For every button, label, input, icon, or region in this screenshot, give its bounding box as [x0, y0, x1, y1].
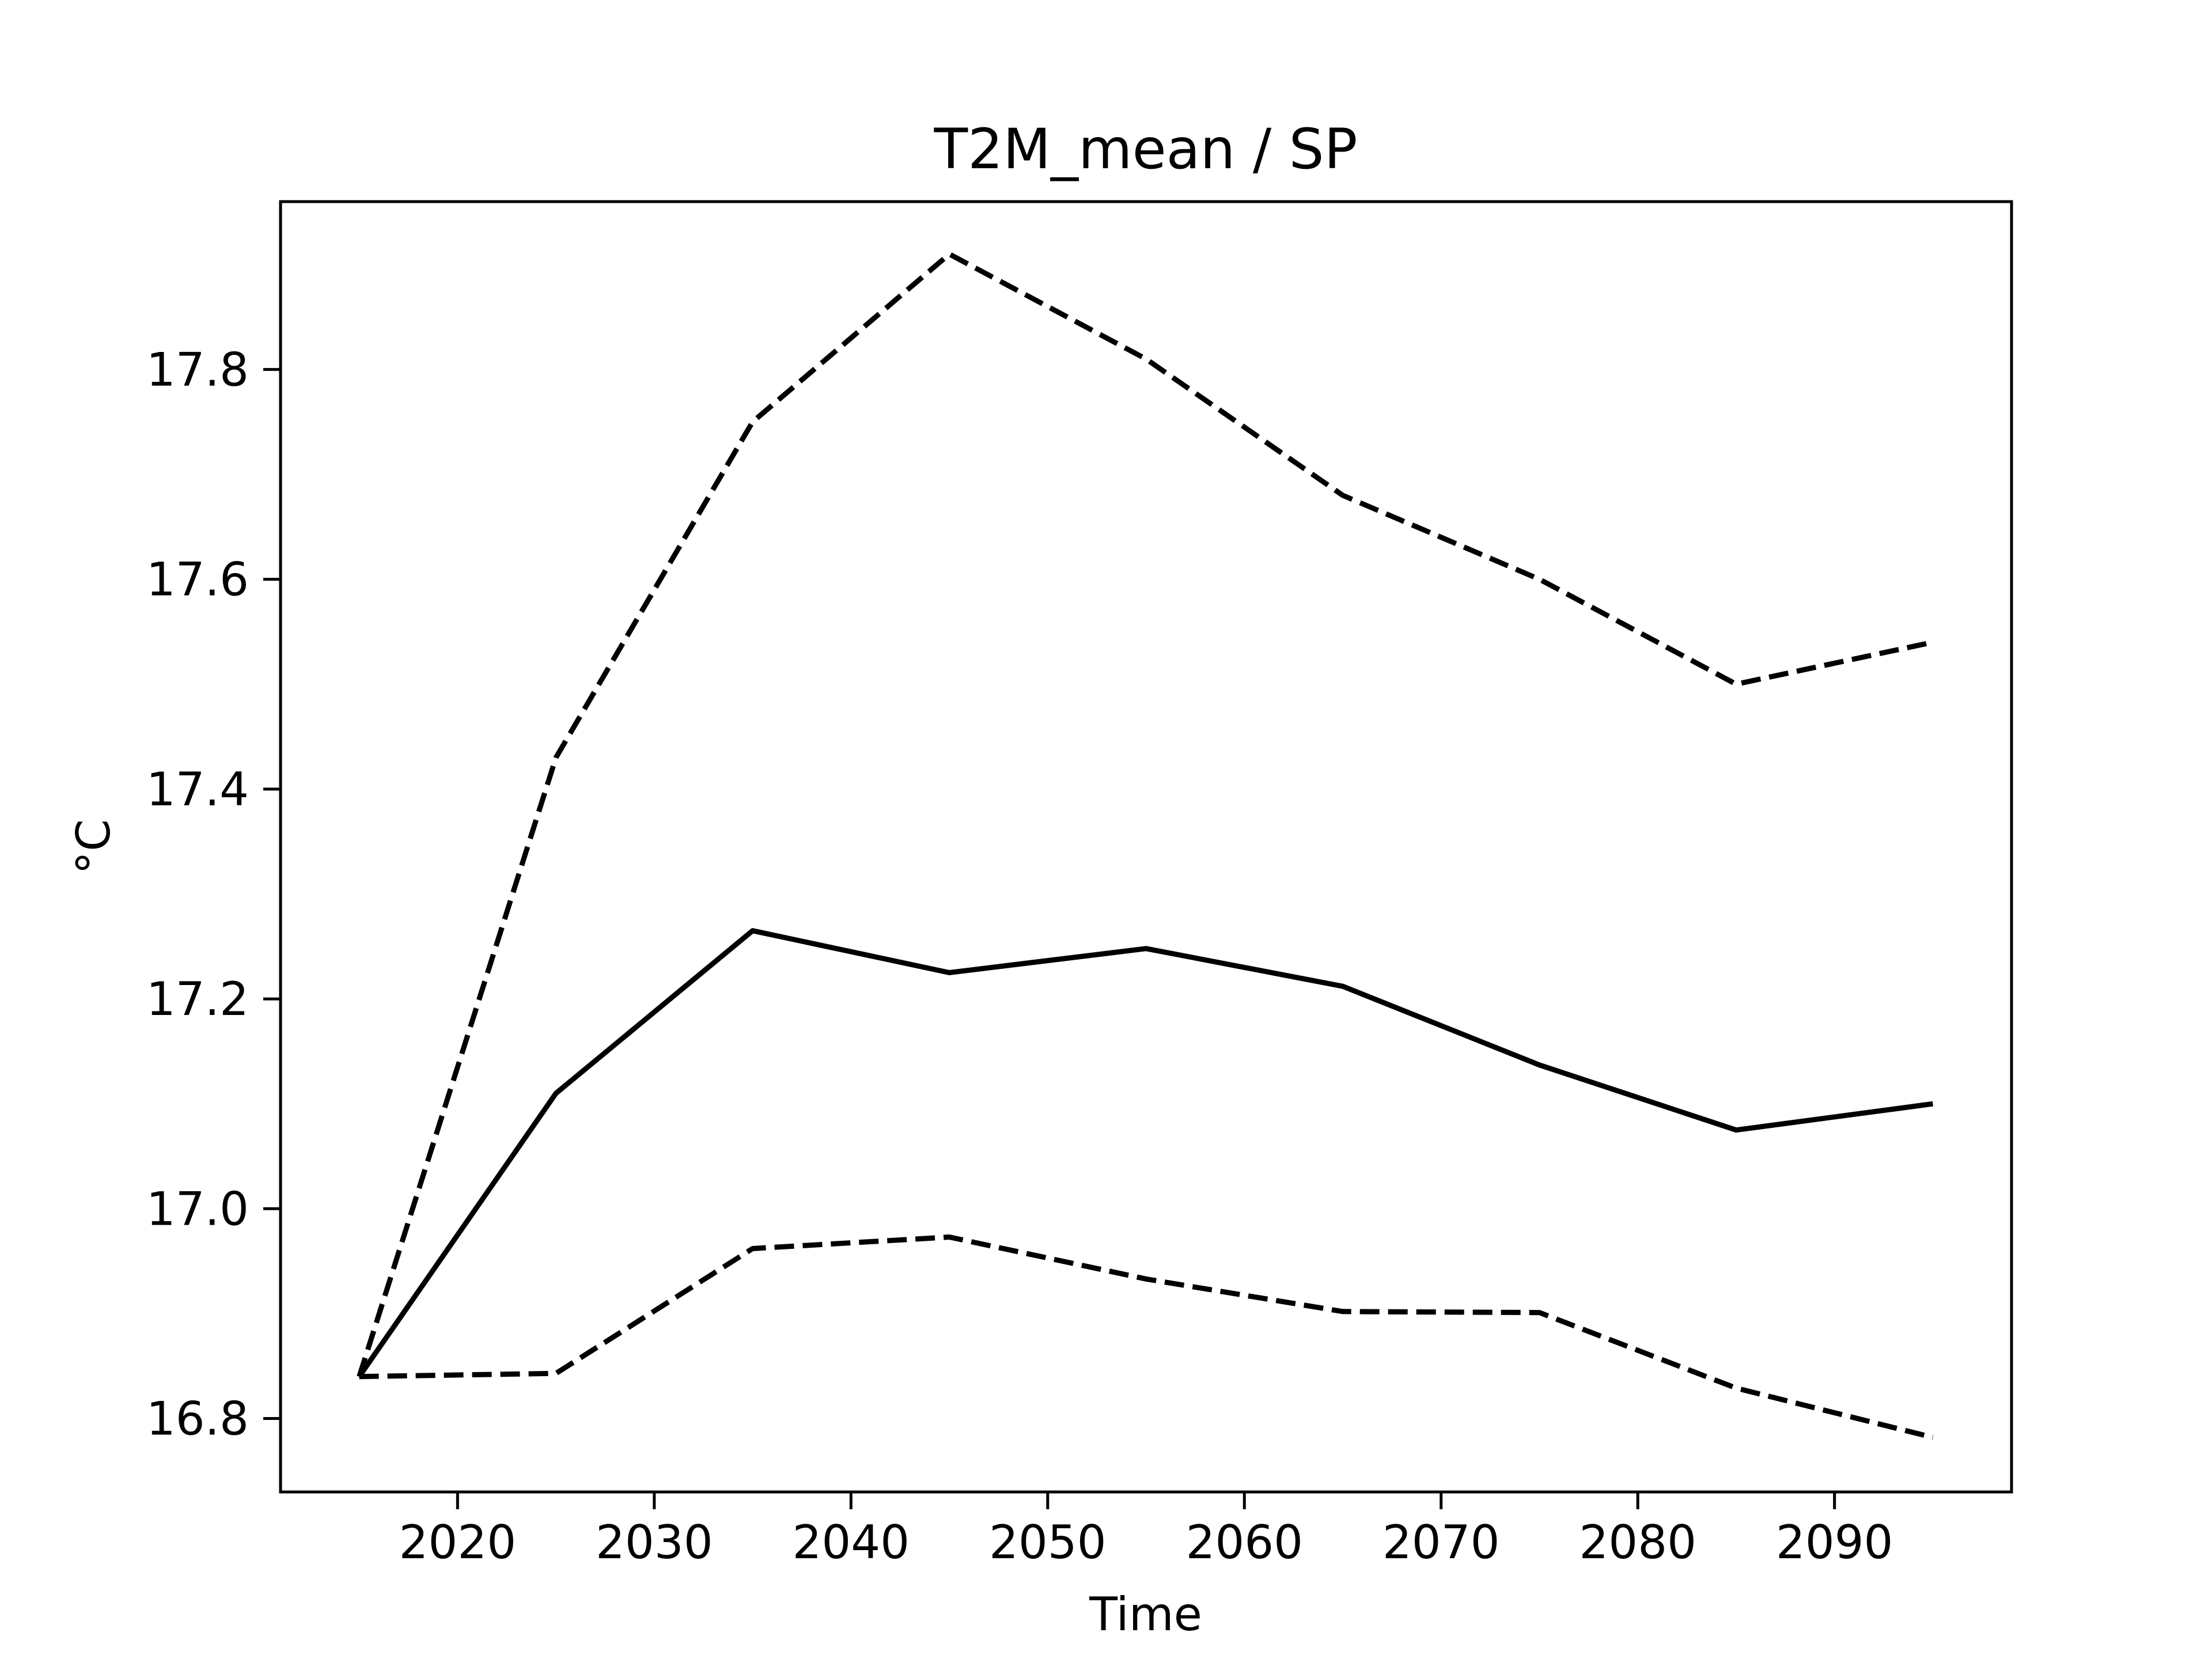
- x-tick-label: 2030: [596, 1516, 713, 1569]
- x-tick-label: 2070: [1382, 1516, 1500, 1569]
- plot-lines: [357, 251, 1934, 1440]
- x-tick-label: 2020: [399, 1516, 517, 1569]
- x-tick-label: 2090: [1776, 1516, 1893, 1569]
- y-tick-label: 17.6: [146, 553, 249, 607]
- series-line-bound-1: [357, 251, 1934, 1378]
- y-axis-label: °C: [67, 819, 120, 874]
- y-tick-label: 17.4: [146, 763, 249, 816]
- y-tick-label: 16.8: [146, 1392, 249, 1446]
- x-tick-label: 2080: [1579, 1516, 1696, 1569]
- y-axis: 16.8 17.0 17.2 17.4 17.6 17.8: [146, 343, 281, 1446]
- y-tick-label: 17.0: [146, 1182, 249, 1236]
- x-tick-label: 2040: [792, 1516, 910, 1569]
- plot-frame: [279, 200, 2013, 1494]
- series-line-bound-2: [359, 1234, 1934, 1440]
- x-tick-label: 2050: [989, 1516, 1107, 1569]
- y-tick-label: 17.2: [146, 972, 249, 1026]
- series-line-mean: [357, 928, 1933, 1378]
- chart-title: T2M_mean / SP: [934, 117, 1358, 181]
- x-tick-label: 2060: [1185, 1516, 1303, 1569]
- x-axis: 2020 2030 2040 2050 2060 2070 2080 2090: [399, 1492, 1893, 1569]
- y-tick-label: 17.8: [146, 343, 249, 396]
- x-axis-label: Time: [1089, 1588, 1202, 1641]
